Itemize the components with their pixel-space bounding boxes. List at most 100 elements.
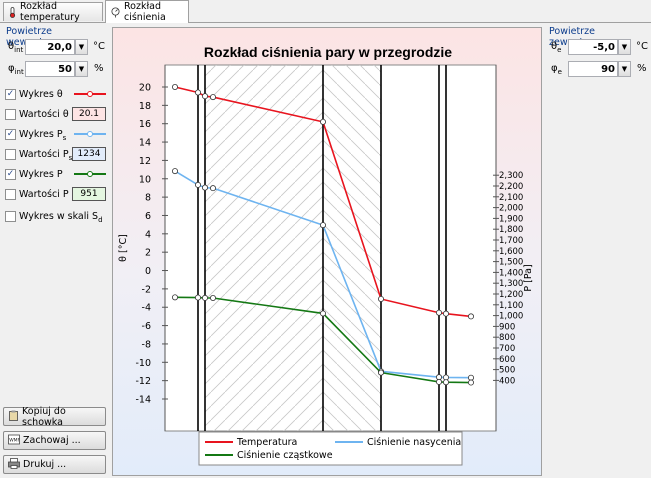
chart-panel: Rozkład ciśnienia pary w przegrodzie 20 1… [112,27,542,476]
tab-bar: Rozkład temperatury Rozkład ciśnienia [0,0,651,23]
tab-temperature[interactable]: Rozkład temperatury [3,1,103,23]
chart-canvas: 20181614121086420-2-4-6-8-10-12-14400500… [118,64,534,466]
y-right-tick-label: 1,500 [499,258,523,268]
chevron-down-icon: ▼ [78,65,85,73]
tab-pressure-label: Rozkład ciśnienia [124,1,166,23]
y-right-tick-label: 1,400 [499,268,523,278]
series-point-2 [377,369,384,376]
show-partial-label: Wykres P [19,169,63,180]
phi-int-input[interactable]: 50 [25,61,75,77]
theta-e-dropdown[interactable]: ▼ [618,39,631,55]
series-point-2 [467,379,474,386]
y-left-tick-label: 0 [145,266,151,277]
phi-int-dropdown[interactable]: ▼ [75,61,88,77]
series-point-1 [467,374,474,381]
y-left-tick-label: 20 [139,83,151,94]
series-point-2 [202,294,209,301]
partial-value-sample: 951 [72,187,106,201]
y-left-tick-label: 16 [139,119,151,130]
theta-int-label: θint [8,41,24,54]
show-temperature-checkbox[interactable]: ✓ [5,89,16,100]
temperature-legend-swatch [74,91,106,97]
series-point-1 [195,181,202,188]
phi-e-input[interactable]: 90 [568,61,618,77]
tab-pressure[interactable]: Rozkład ciśnienia [105,0,189,23]
y-right-tick-label: 1,700 [499,236,523,246]
y-axis-right-label: P [Pa] [523,264,534,291]
show-temperature-label: Wykres θ [19,89,63,100]
wall-layer [205,65,323,431]
y-left-tick-label: -12 [135,376,151,387]
saturation-values-checkbox[interactable] [5,149,16,160]
partial-values-label: Wartości P [19,189,69,200]
legend-temperature: Temperatura [236,437,297,448]
y-right-tick-label: 500 [499,366,515,376]
series-point-2 [435,378,442,385]
y-axis-left-label: θ [°C] [118,234,129,262]
y-right-tick-label: 1,100 [499,301,523,311]
legend-saturation: Ciśnienie nasycenia [367,437,461,448]
y-left-tick-label: 18 [139,101,151,112]
y-right-tick-label: 2,000 [499,204,523,214]
svg-text:WMF: WMF [9,437,20,443]
legend-partial: Ciśnienie cząstkowe [237,450,333,461]
temperature-value-sample: 20.1 [72,107,106,121]
y-left-tick-label: 6 [145,211,151,222]
y-left-tick-label: 10 [139,174,151,185]
y-left-tick-label: -6 [142,321,151,332]
series-point-0 [319,118,326,125]
pressure-gauge-icon [110,7,121,18]
series-point-2 [172,294,179,301]
y-right-tick-label: 1,000 [499,312,523,322]
show-saturation-checkbox[interactable]: ✓ [5,129,16,140]
sd-scale-checkbox[interactable] [5,211,16,222]
series-point-2 [442,379,449,386]
save-button[interactable]: WMF Zachowaj ... [3,431,106,450]
save-wmf-icon: WMF [8,434,21,448]
tab-temperature-label: Rozkład temperatury [20,1,80,23]
saturation-value-sample: 1234 [72,147,106,161]
y-left-tick-label: 2 [145,248,151,259]
y-right-tick-label: 400 [499,376,515,386]
series-point-0 [172,84,179,91]
chart-title: Rozkład ciśnienia pary w przegrodzie [203,44,453,60]
temperature-values-checkbox[interactable] [5,109,16,120]
theta-int-unit: °C [93,41,105,52]
theta-e-input[interactable]: -5,0 [568,39,618,55]
print-button[interactable]: Drukuj ... [3,455,106,474]
show-partial-checkbox[interactable]: ✓ [5,169,16,180]
sd-scale-label: Wykres w skali Sd [19,211,103,224]
series-point-0 [435,309,442,316]
chevron-down-icon: ▼ [78,43,85,51]
series-point-1 [172,168,179,175]
y-right-tick-label: 2,200 [499,182,523,192]
theta-int-input[interactable]: 20,0 [25,39,75,55]
y-right-tick-label: 1,600 [499,247,523,257]
partial-values-checkbox[interactable] [5,189,16,200]
saturation-legend-swatch [74,131,106,137]
series-point-2 [195,294,202,301]
y-left-tick-label: 4 [145,229,151,240]
series-point-1 [202,184,209,191]
theta-e-unit: °C [636,41,648,52]
phi-e-label: φe [551,63,562,76]
y-left-tick-label: 12 [139,156,151,167]
copy-to-clipboard-button[interactable]: Kopiuj do schowka [3,406,106,428]
y-right-tick-label: 2,300 [499,171,523,181]
chevron-down-icon: ▼ [621,43,628,51]
temperature-values-label: Wartości θ [19,109,69,120]
partial-legend-swatch [74,171,106,177]
y-right-tick-label: 1,900 [499,214,523,224]
phi-int-unit: % [94,63,104,74]
show-saturation-label: Wykres Ps [19,129,67,142]
y-left-tick-label: -8 [142,339,151,350]
y-right-tick-label: 1,300 [499,279,523,289]
series-point-1 [319,222,326,229]
y-left-tick-label: 8 [145,193,151,204]
y-right-tick-label: 2,100 [499,193,523,203]
chevron-down-icon: ▼ [621,65,628,73]
phi-e-dropdown[interactable]: ▼ [618,61,631,77]
series-point-0 [467,313,474,320]
theta-int-dropdown[interactable]: ▼ [75,39,88,55]
series-point-2 [319,310,326,317]
